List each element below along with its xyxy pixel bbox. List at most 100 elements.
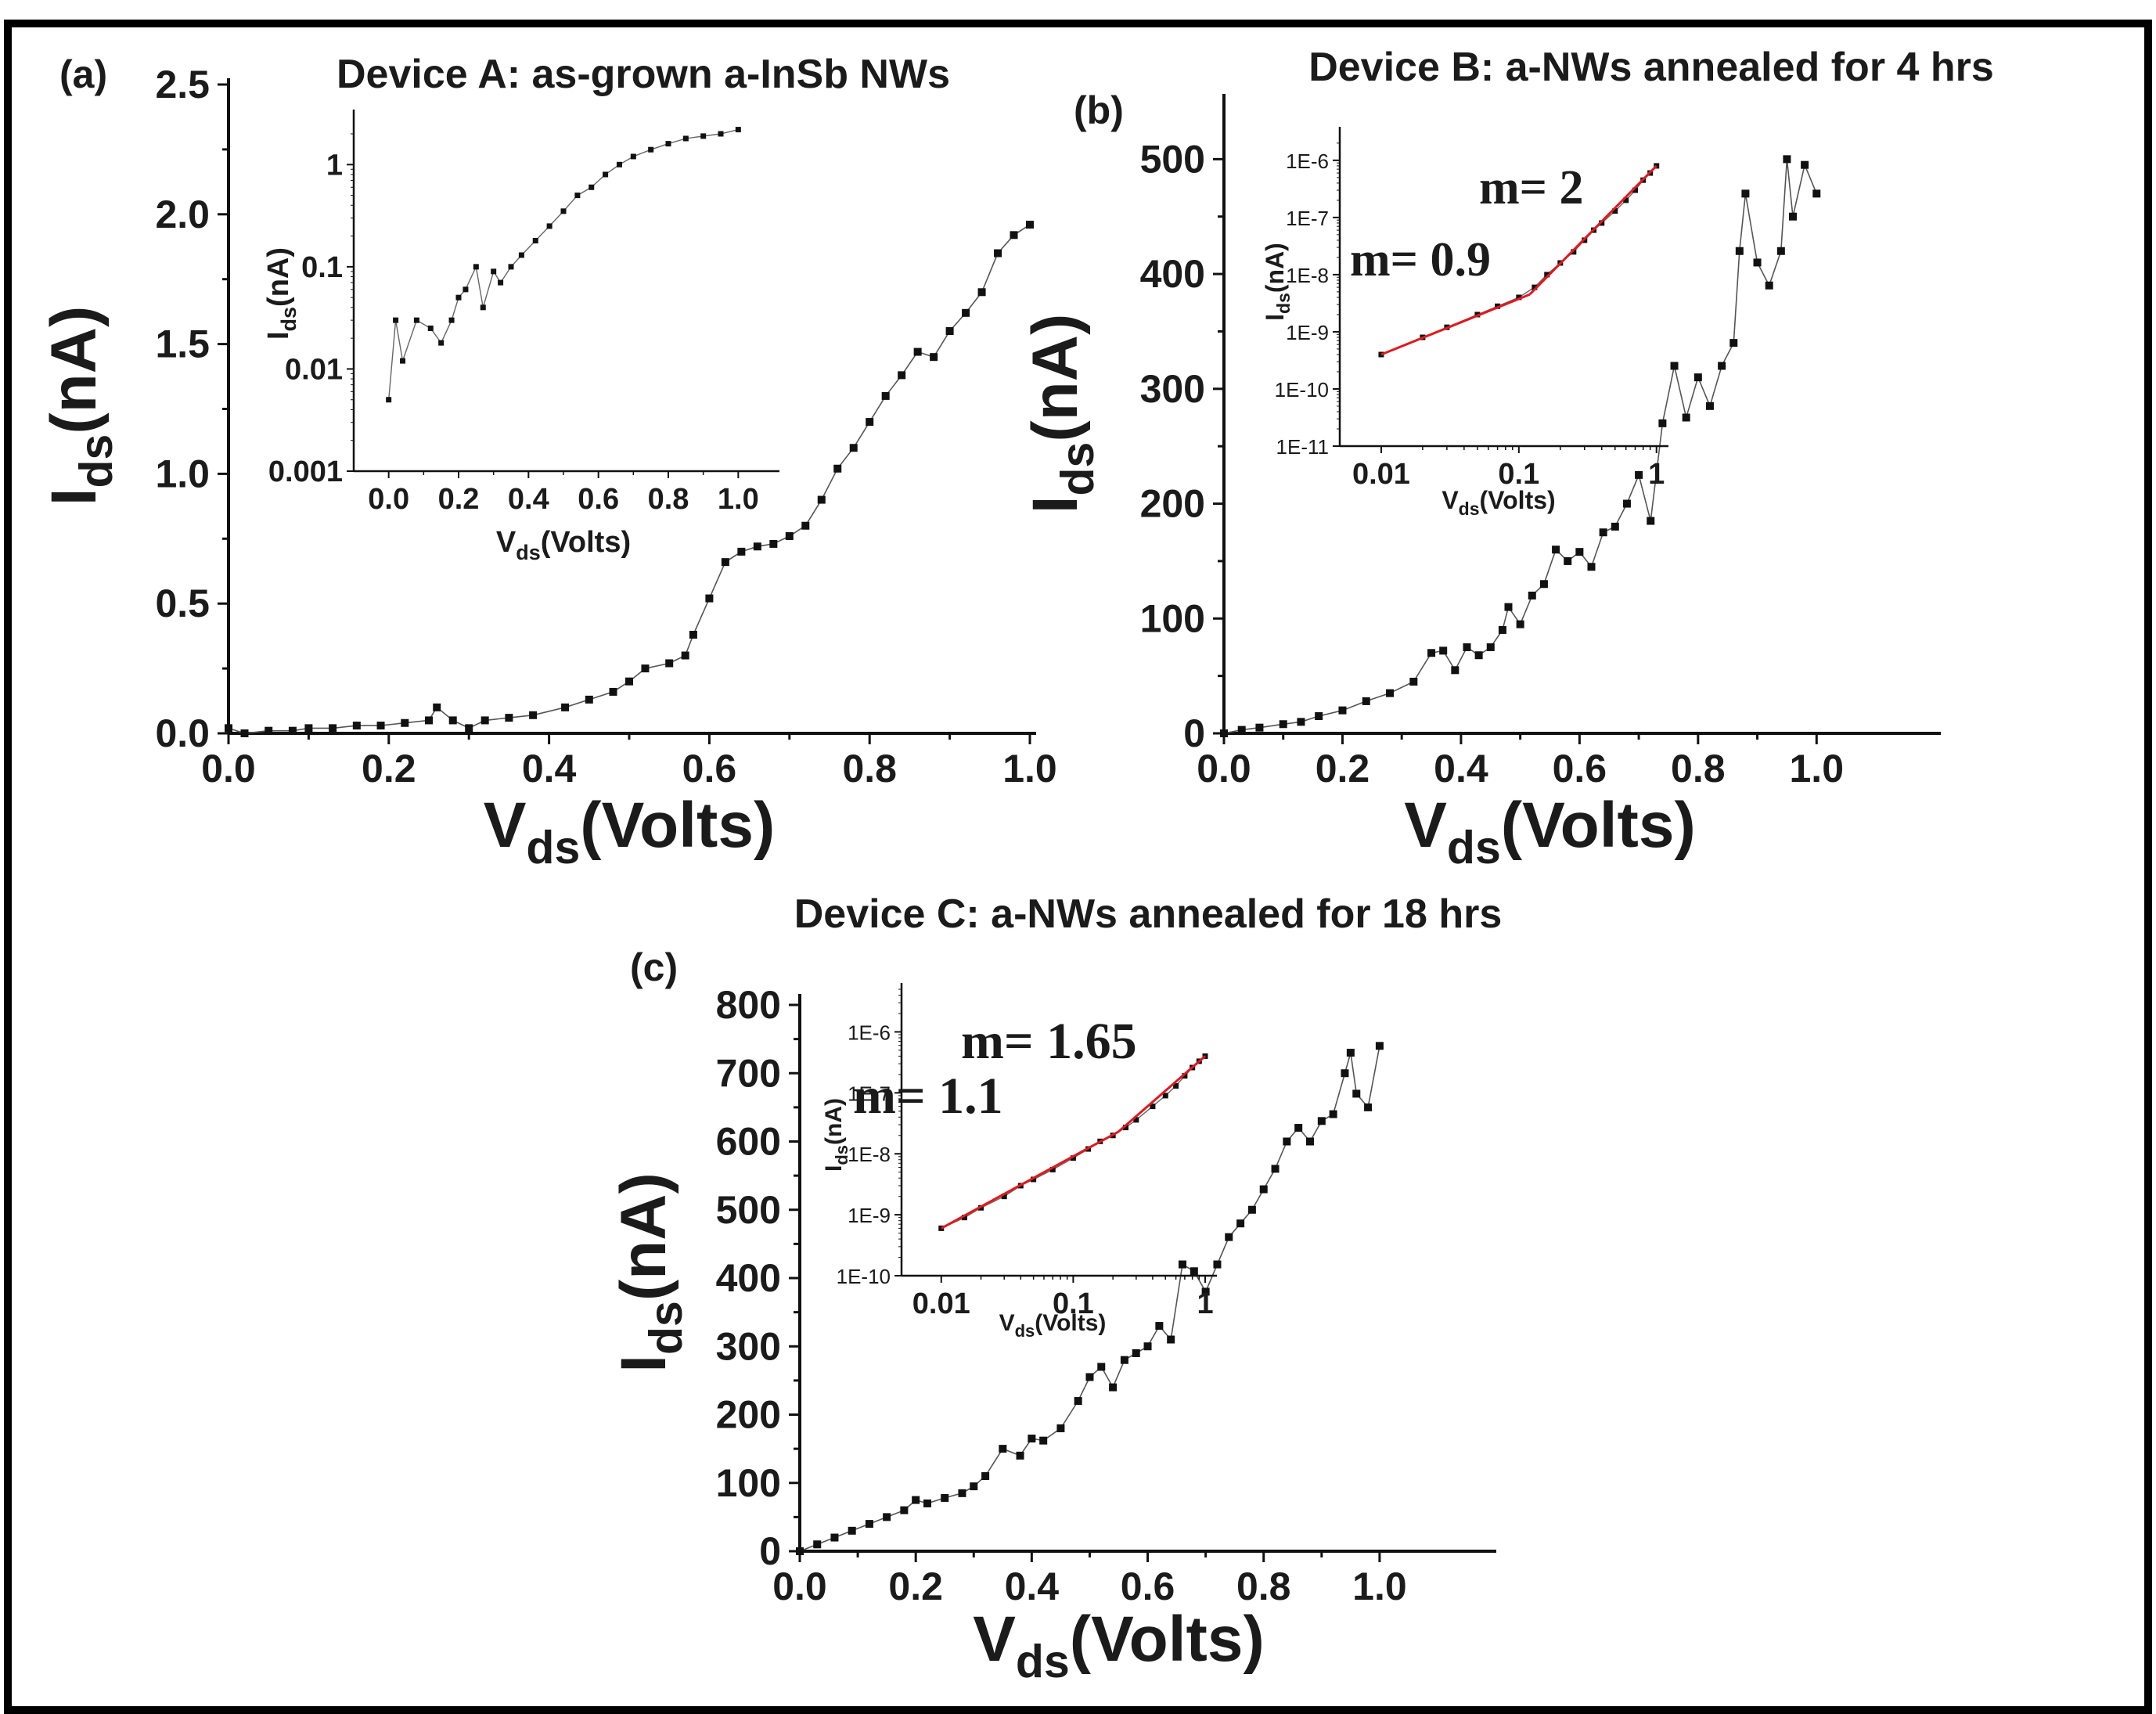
inset-fit-line: [1528, 164, 1657, 296]
data-point: [1463, 643, 1471, 651]
data-line: [1223, 159, 1818, 734]
x-axis-title: Vds(Volts): [973, 1604, 1265, 1687]
inset-data-point: [1612, 208, 1618, 214]
y-tick-label: 200: [1140, 482, 1205, 526]
x-tick-label: 0.6: [1553, 747, 1607, 790]
inset-y-tick-label: 1E-8: [848, 1143, 891, 1166]
x-axis-title-main: V: [484, 790, 527, 861]
inset-x-tick-label: 1: [1648, 458, 1665, 491]
inset-data-point: [560, 208, 567, 214]
data-point: [1362, 697, 1370, 705]
x-tick-label: 0.2: [888, 1565, 943, 1608]
data-point: [1220, 729, 1228, 737]
x-tick-label: 0.2: [362, 747, 416, 790]
y-tick-label: 1.0: [155, 452, 210, 495]
data-point: [1010, 231, 1018, 239]
data-point: [923, 1499, 931, 1507]
y-tick-label: 500: [716, 1188, 781, 1232]
data-point: [1670, 362, 1679, 370]
data-point: [1735, 247, 1744, 255]
data-point: [977, 288, 986, 297]
inset-data-point: [1122, 1125, 1128, 1131]
y-tick-label: 0.5: [155, 582, 210, 625]
data-point: [830, 1533, 839, 1542]
data-point: [625, 677, 633, 686]
data-point: [1237, 726, 1246, 734]
inset-x-tick-label: 0.01: [1352, 458, 1410, 491]
data-point: [1109, 1383, 1118, 1392]
data-point: [941, 1493, 949, 1502]
data-point: [585, 695, 593, 704]
inset-y-axis-title-sub: ds: [832, 1145, 851, 1165]
data-point: [883, 1513, 891, 1521]
data-point: [1179, 1260, 1186, 1269]
y-axis-title-sub: ds: [1052, 442, 1103, 496]
data-point: [1741, 189, 1750, 198]
inset-data-point: [588, 184, 595, 190]
inset-fit-line: [1118, 1055, 1207, 1133]
data-point: [1788, 212, 1797, 221]
y-tick-label: 100: [716, 1461, 781, 1505]
data-point: [1028, 1435, 1036, 1443]
data-point: [1132, 1349, 1140, 1357]
inset-y-tick-label: 1E-11: [1276, 435, 1329, 459]
inset-data-point: [718, 131, 724, 137]
inset-data-point: [518, 252, 524, 258]
chart-title: Device B: a-NWs annealed for 4 hrs: [1308, 45, 1994, 90]
inset-x-axis-title-main: V: [999, 1310, 1015, 1336]
data-point: [465, 724, 473, 733]
x-axis-title-unit: (Volts): [580, 790, 775, 861]
x-axis-title: Vds(Volts): [1404, 790, 1696, 873]
inset-x-axis-title-unit: (Volts): [541, 526, 631, 559]
data-point: [1587, 563, 1596, 571]
data-point: [1386, 689, 1395, 697]
panel-c: 0.0 0.2 0.4 0.6 0.8 1.0 0 100 200 300 400 500 600 700…: [608, 891, 1502, 1687]
inset-data-point: [735, 127, 741, 133]
y-axis-title: Ids(nA): [38, 306, 122, 506]
data-point: [1528, 591, 1536, 600]
data-point: [505, 714, 513, 722]
x-axis-title-unit: (Volts): [1501, 790, 1696, 861]
inset-y-axis-title-sub: ds: [277, 307, 301, 332]
data-point: [1783, 155, 1791, 164]
x-axis-title: Vds(Volts): [484, 790, 776, 873]
inset-data-point: [438, 340, 445, 346]
data-point: [1201, 1287, 1210, 1296]
data-point: [1085, 1373, 1094, 1381]
data-point: [448, 716, 457, 725]
data-point: [1039, 1436, 1048, 1445]
y-axis-title-main: I: [38, 488, 110, 506]
data-point: [1812, 189, 1821, 198]
inset-y-tick-label: 1E-10: [1275, 378, 1329, 401]
data-point: [769, 539, 778, 548]
data-point: [481, 716, 489, 725]
data-point: [561, 703, 570, 711]
inset-data-point: [665, 141, 671, 147]
inset-y-tick-label: 0.001: [268, 456, 343, 488]
data-point: [641, 664, 650, 673]
inset-x-axis-title: Vds(Volts): [999, 1310, 1107, 1341]
data-point: [900, 1506, 909, 1514]
data-point: [1682, 413, 1690, 422]
x-tick-label: 0.6: [682, 747, 737, 790]
inset-data-point: [413, 317, 419, 323]
inset-y-tick-label: 0.01: [285, 353, 343, 386]
data-point: [817, 495, 826, 504]
data-point: [304, 724, 313, 733]
inset-y-axis-title: Ids(nA): [262, 247, 301, 340]
data-point: [265, 726, 273, 735]
data-point: [425, 716, 433, 725]
data-point: [1801, 160, 1809, 169]
x-axis-title-sub: ds: [1016, 1636, 1070, 1687]
inset-data-point: [574, 193, 581, 199]
inset-annotation: m= 0.9: [1350, 233, 1491, 286]
data-point: [865, 1520, 873, 1529]
data-point: [1279, 720, 1287, 729]
y-axis-title-unit: (nA): [1020, 314, 1091, 442]
data-point: [352, 722, 361, 730]
y-axis-title-sub: ds: [70, 434, 122, 488]
data-point: [1718, 362, 1726, 370]
data-point: [930, 353, 938, 362]
data-point: [1026, 221, 1034, 229]
inset-x-axis-title-sub: ds: [516, 541, 541, 564]
